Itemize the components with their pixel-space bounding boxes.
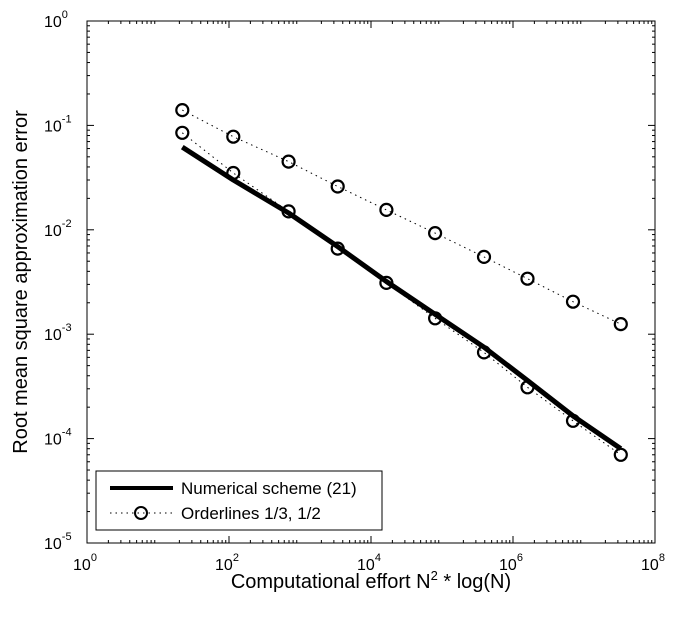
- y-tick-label: 100: [44, 9, 68, 31]
- data-point-marker: [476, 345, 492, 360]
- data-point-marker: [175, 125, 190, 140]
- series-line-numerical-scheme: [180, 144, 623, 451]
- series-line-orderline-2: [181, 132, 622, 456]
- y-tick-label: 10-2: [44, 218, 72, 240]
- y-tick-label: 10-3: [44, 322, 72, 344]
- x-tick-label: 104: [357, 552, 381, 574]
- data-point-marker: [379, 202, 394, 217]
- data-point-marker: [613, 447, 628, 462]
- data-point-marker: [175, 102, 190, 118]
- y-axis-label: Root mean square approximation error: [10, 110, 32, 454]
- data-point-marker: [476, 249, 492, 264]
- series: [175, 102, 628, 462]
- data-point-marker: [226, 165, 241, 181]
- series-2: [175, 125, 628, 462]
- data-point-marker: [330, 179, 345, 194]
- data-point-marker: [281, 204, 296, 219]
- series-line-orderline-1: [182, 109, 622, 325]
- ticks: 100 102 104 106 108 100 10-1 10-2 10-3 10-4 10-5: [44, 9, 665, 574]
- x-tick-label: 108: [641, 552, 665, 574]
- legend-swatch-orderlines-marker: [134, 506, 148, 520]
- series-1: [175, 102, 628, 332]
- axes-box: [86, 20, 656, 544]
- plot-area: 100 102 104 106 108 100 10-1 10-2 10-3 10-4 10-5: [44, 9, 665, 574]
- data-point-marker: [565, 413, 581, 428]
- y-tick-label: 10-4: [44, 427, 72, 449]
- legend-box: [95, 470, 383, 531]
- series-0: [180, 144, 623, 451]
- data-point-marker: [281, 154, 296, 169]
- x-tick-label: 100: [73, 552, 97, 574]
- data-point-marker: [379, 275, 394, 290]
- y-tick-label: 10-5: [44, 531, 72, 553]
- data-point-marker: [226, 129, 241, 144]
- data-point-marker: [428, 226, 443, 241]
- legend-label-orderlines: Orderlines 1/3, 1/2: [181, 504, 321, 523]
- y-tick-label: 10-1: [44, 113, 72, 135]
- data-point-marker: [613, 317, 628, 332]
- data-point-marker: [520, 271, 535, 286]
- x-tick-label: 106: [499, 552, 523, 574]
- data-point-marker: [428, 311, 443, 326]
- data-point-marker: [520, 380, 535, 395]
- x-axis-label: Computational effort N2 * log(N): [231, 568, 511, 593]
- data-point-marker: [565, 294, 581, 309]
- data-point-marker: [330, 241, 345, 256]
- legend-label-numerical-scheme: Numerical scheme (21): [181, 479, 357, 498]
- legend: Numerical scheme (21) Orderlines 1/3, 1/…: [95, 470, 383, 531]
- x-tick-label: 102: [215, 552, 239, 574]
